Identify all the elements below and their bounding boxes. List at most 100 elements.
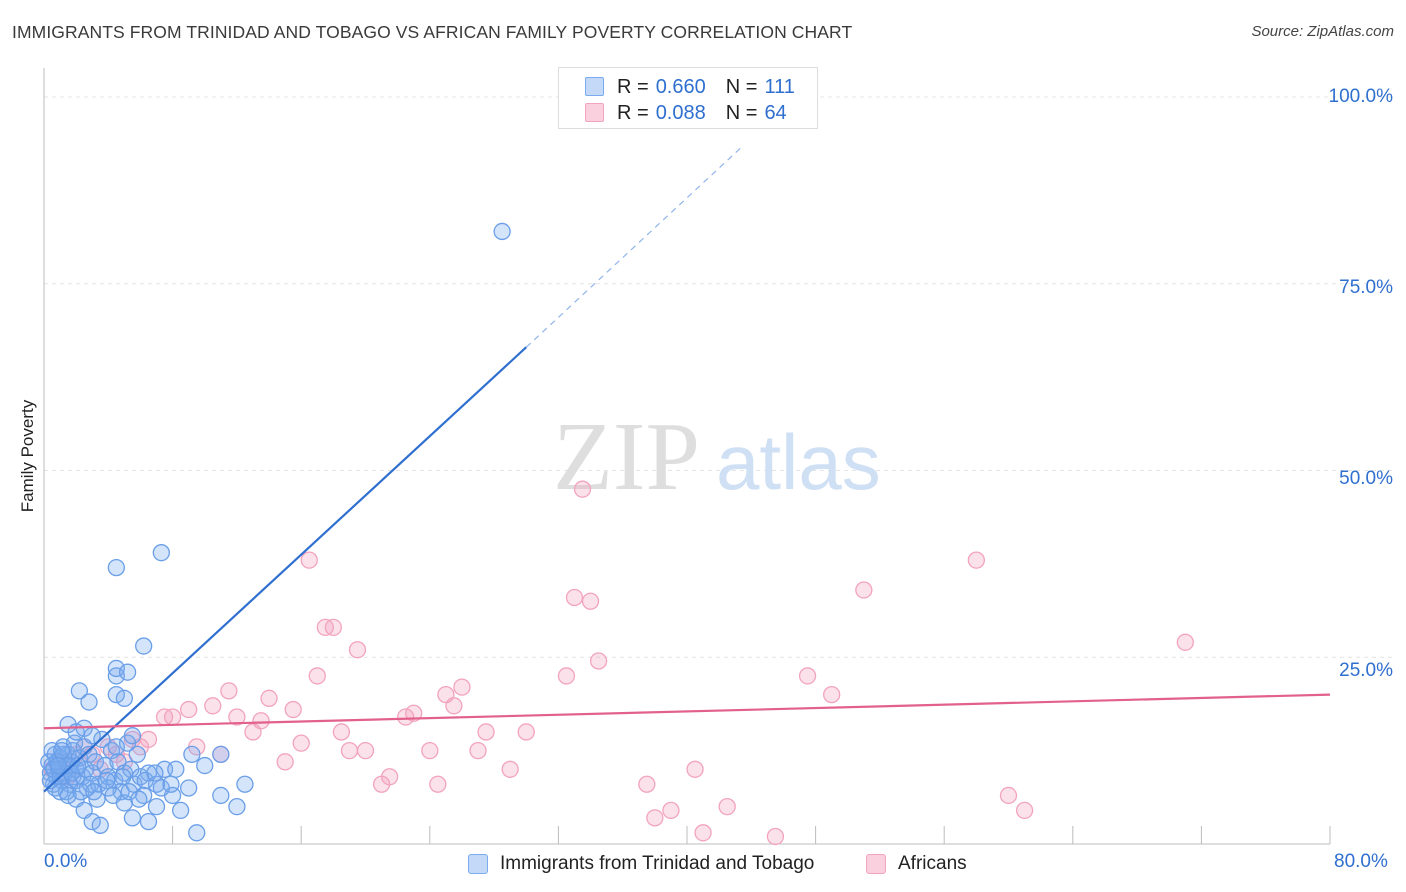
point-trinidad <box>98 771 116 790</box>
point-trinidad <box>228 798 246 816</box>
point-trinidad <box>171 801 190 820</box>
point-africans <box>823 685 841 704</box>
axes <box>43 68 1331 845</box>
trend-line-trinidad-extension <box>525 145 744 348</box>
point-trinidad <box>53 741 71 760</box>
point-africans <box>332 723 351 741</box>
legend-n-value-africans: 64 <box>764 101 787 124</box>
point-trinidad <box>118 663 137 681</box>
point-trinidad <box>91 816 109 834</box>
series-legend-africans: Africans <box>866 851 967 877</box>
chart-title: IMMIGRANTS FROM TRINIDAD AND TOBAGO VS A… <box>12 22 853 42</box>
point-trinidad <box>107 659 125 678</box>
point-africans <box>766 827 785 846</box>
point-trinidad <box>107 685 125 704</box>
point-africans <box>798 667 817 685</box>
point-trinidad <box>493 222 511 241</box>
point-trinidad <box>139 812 158 831</box>
legend-r-label: R = <box>617 101 649 124</box>
point-trinidad <box>180 779 198 797</box>
point-africans <box>718 798 736 816</box>
point-trinidad <box>114 768 132 786</box>
watermark-zip: ZIP <box>553 403 700 511</box>
point-africans <box>308 667 326 685</box>
point-trinidad <box>69 756 87 775</box>
point-trinidad <box>152 544 170 562</box>
point-africans <box>855 581 873 599</box>
point-trinidad <box>107 738 125 756</box>
point-trinidad <box>107 558 125 577</box>
point-africans <box>1176 633 1194 651</box>
point-africans <box>324 618 343 637</box>
legend-n-value-trinidad: 111 <box>764 75 795 98</box>
point-africans <box>501 760 519 778</box>
data-points <box>40 222 1194 846</box>
correlation-legend: R = 0.660 N = 111 R = 0.088 N = 64 <box>558 67 818 129</box>
point-africans <box>517 723 535 741</box>
legend-swatch-africans <box>585 103 604 122</box>
point-africans <box>397 708 415 726</box>
point-africans <box>429 775 447 793</box>
y-tick-label-75: 75.0% <box>1339 277 1393 298</box>
point-africans <box>252 712 270 730</box>
point-africans <box>260 689 278 707</box>
point-africans <box>1015 801 1034 820</box>
series-legend-swatch-trinidad <box>468 854 488 874</box>
legend-n-label: N = <box>725 101 758 124</box>
legend-row-africans: R = 0.088 N = 64 <box>585 101 787 125</box>
legend-r-label: R = <box>617 75 649 98</box>
series-legend-label-trinidad: Immigrants from Trinidad and Tobago <box>500 853 815 874</box>
point-trinidad <box>130 790 148 808</box>
point-africans <box>589 652 608 670</box>
point-trinidad <box>104 786 122 805</box>
point-africans <box>348 641 367 659</box>
series-legend-trinidad: Immigrants from Trinidad and Tobago <box>468 851 814 877</box>
point-africans <box>445 697 463 715</box>
point-africans <box>276 753 294 771</box>
point-africans <box>686 760 704 778</box>
point-africans <box>421 741 439 760</box>
point-africans <box>380 768 399 786</box>
point-africans <box>662 801 680 820</box>
watermark-atlas: atlas <box>716 418 881 506</box>
point-africans <box>180 700 198 719</box>
point-africans <box>565 588 584 607</box>
legend-swatch-trinidad <box>585 77 604 96</box>
source-label: Source: ZipAtlas.com <box>1251 23 1394 40</box>
point-africans <box>405 704 423 722</box>
x-tick-label-0: 0.0% <box>44 851 88 872</box>
grid <box>44 96 1392 658</box>
point-africans <box>573 480 592 498</box>
y-tick-label-25: 25.0% <box>1339 660 1393 681</box>
point-africans <box>292 734 310 752</box>
point-trinidad <box>83 812 101 831</box>
point-trinidad <box>86 753 105 771</box>
point-trinidad <box>196 756 214 775</box>
point-africans <box>581 592 600 610</box>
point-trinidad <box>123 727 142 745</box>
point-africans <box>967 551 985 569</box>
point-trinidad <box>41 771 60 790</box>
legend-n-label: N = <box>725 75 758 98</box>
point-trinidad <box>236 775 254 793</box>
point-trinidad <box>167 760 185 778</box>
point-africans <box>204 697 222 715</box>
point-africans <box>999 786 1018 805</box>
watermark: ZIP atlas <box>553 403 881 511</box>
legend-r-value-africans: 0.088 <box>655 101 706 124</box>
point-trinidad <box>43 741 61 760</box>
point-africans <box>300 551 318 569</box>
point-trinidad <box>146 764 164 782</box>
point-trinidad <box>147 798 166 816</box>
point-africans <box>638 775 656 793</box>
point-trinidad <box>123 809 142 827</box>
trend-line-trinidad <box>43 346 527 793</box>
y-tick-label-50: 50.0% <box>1339 468 1393 489</box>
point-africans <box>469 741 487 760</box>
series-legend-label-africans: Africans <box>898 853 967 874</box>
point-trinidad <box>162 775 180 793</box>
point-africans <box>453 678 471 696</box>
point-trinidad <box>183 745 201 764</box>
series-legend-swatch-africans <box>866 854 886 874</box>
